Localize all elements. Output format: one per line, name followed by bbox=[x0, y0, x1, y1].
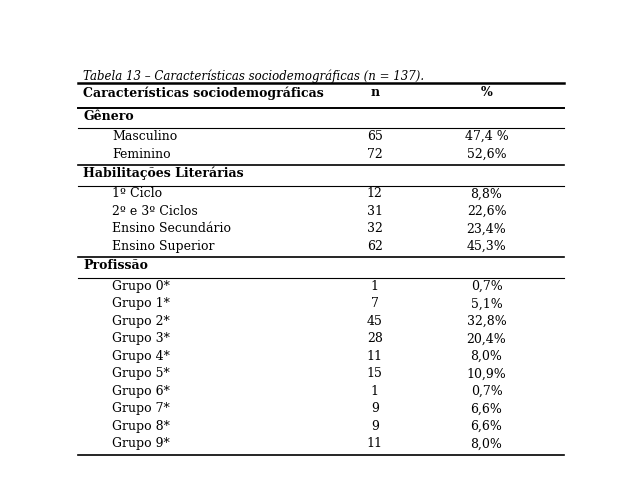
Text: 7: 7 bbox=[371, 297, 379, 310]
Text: 8,8%: 8,8% bbox=[471, 187, 502, 200]
Text: 8,0%: 8,0% bbox=[471, 350, 502, 363]
Text: 11: 11 bbox=[367, 350, 383, 363]
Text: 2º e 3º Ciclos: 2º e 3º Ciclos bbox=[112, 205, 198, 218]
Text: 31: 31 bbox=[367, 205, 383, 218]
Text: 8,0%: 8,0% bbox=[471, 438, 502, 451]
Text: 45: 45 bbox=[367, 315, 382, 328]
Text: 9: 9 bbox=[371, 420, 379, 433]
Text: 12: 12 bbox=[367, 187, 382, 200]
Text: Grupo 8*: Grupo 8* bbox=[112, 420, 171, 433]
Text: Grupo 9*: Grupo 9* bbox=[112, 438, 170, 451]
Text: 62: 62 bbox=[367, 240, 382, 253]
Text: Grupo 6*: Grupo 6* bbox=[112, 385, 171, 398]
Text: 65: 65 bbox=[367, 130, 382, 143]
Text: Habilitações Literárias: Habilitações Literárias bbox=[83, 167, 244, 181]
Text: 20,4%: 20,4% bbox=[466, 333, 507, 346]
Text: 52,6%: 52,6% bbox=[466, 148, 507, 161]
Text: 22,6%: 22,6% bbox=[466, 205, 507, 218]
Text: 5,1%: 5,1% bbox=[471, 297, 502, 310]
Text: Masculino: Masculino bbox=[112, 130, 177, 143]
Text: 6,6%: 6,6% bbox=[471, 402, 502, 415]
Text: Grupo 2*: Grupo 2* bbox=[112, 315, 170, 328]
Text: Grupo 4*: Grupo 4* bbox=[112, 350, 171, 363]
Text: Grupo 0*: Grupo 0* bbox=[112, 280, 171, 293]
Text: Grupo 7*: Grupo 7* bbox=[112, 402, 170, 415]
Text: Profissão: Profissão bbox=[83, 259, 148, 272]
Text: 15: 15 bbox=[367, 367, 382, 380]
Text: 9: 9 bbox=[371, 402, 379, 415]
Text: 45,3%: 45,3% bbox=[466, 240, 507, 253]
Text: 11: 11 bbox=[367, 438, 383, 451]
Text: 1º Ciclo: 1º Ciclo bbox=[112, 187, 162, 200]
Text: 1: 1 bbox=[371, 280, 379, 293]
Text: Gênero: Gênero bbox=[83, 109, 134, 122]
Text: 10,9%: 10,9% bbox=[466, 367, 507, 380]
Text: 23,4%: 23,4% bbox=[466, 223, 507, 235]
Text: %: % bbox=[481, 86, 492, 99]
Text: n: n bbox=[370, 86, 379, 99]
Text: 0,7%: 0,7% bbox=[471, 280, 502, 293]
Text: 47,4 %: 47,4 % bbox=[465, 130, 508, 143]
Text: Tabela 13 – Características sociodemográficas (n = 137).: Tabela 13 – Características sociodemográ… bbox=[83, 69, 424, 83]
Text: 1: 1 bbox=[371, 385, 379, 398]
Text: 72: 72 bbox=[367, 148, 382, 161]
Text: 32: 32 bbox=[367, 223, 382, 235]
Text: 32,8%: 32,8% bbox=[466, 315, 507, 328]
Text: Ensino Secundário: Ensino Secundário bbox=[112, 223, 231, 235]
Text: 28: 28 bbox=[367, 333, 382, 346]
Text: 6,6%: 6,6% bbox=[471, 420, 502, 433]
Text: Grupo 1*: Grupo 1* bbox=[112, 297, 171, 310]
Text: Grupo 5*: Grupo 5* bbox=[112, 367, 170, 380]
Text: Grupo 3*: Grupo 3* bbox=[112, 333, 171, 346]
Text: 0,7%: 0,7% bbox=[471, 385, 502, 398]
Text: Feminino: Feminino bbox=[112, 148, 171, 161]
Text: Ensino Superior: Ensino Superior bbox=[112, 240, 215, 253]
Text: Características sociodemográficas: Características sociodemográficas bbox=[83, 86, 324, 100]
